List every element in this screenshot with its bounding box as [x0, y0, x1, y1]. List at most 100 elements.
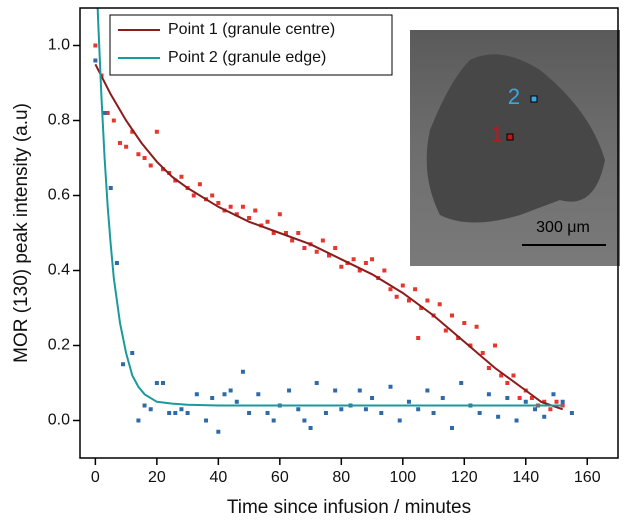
point [314, 249, 319, 254]
point [425, 298, 430, 303]
point [413, 287, 418, 292]
point [333, 388, 338, 393]
point [517, 396, 522, 400]
point [443, 328, 448, 333]
point [505, 381, 510, 385]
point [271, 418, 276, 423]
point [486, 366, 491, 370]
point [197, 182, 202, 187]
point [320, 238, 325, 243]
point [514, 418, 519, 423]
point [228, 204, 233, 209]
x-tick-label: 140 [512, 469, 539, 486]
y-tick-label: 1.0 [48, 37, 70, 54]
point [551, 392, 556, 397]
point [240, 369, 245, 374]
point [486, 392, 491, 397]
scale-bar-label: 300 μm [536, 219, 590, 236]
point [240, 204, 245, 209]
point [511, 373, 516, 378]
point [416, 407, 421, 412]
x-tick-label: 60 [271, 469, 289, 486]
point [283, 231, 288, 235]
point [302, 418, 307, 423]
legend-box [109, 14, 393, 76]
point [419, 306, 424, 310]
point [191, 193, 196, 198]
x-tick-label: 120 [451, 469, 478, 486]
point [173, 178, 178, 183]
point [179, 174, 184, 179]
point [234, 212, 239, 217]
point [327, 253, 332, 258]
point [222, 392, 227, 397]
point [93, 43, 98, 48]
point [234, 399, 239, 404]
fit-line [94, 63, 564, 411]
point [179, 407, 184, 412]
point [185, 411, 190, 415]
point [379, 411, 384, 415]
point [339, 264, 344, 269]
point [216, 201, 221, 205]
x-tick-label: 160 [574, 469, 601, 486]
point [130, 129, 135, 134]
x-tick-label: 0 [91, 469, 100, 486]
point [256, 392, 261, 397]
point [194, 392, 199, 397]
legend-label: Point 2 (granule edge) [168, 49, 326, 66]
legend-label: Point 1 (granule centre) [168, 21, 335, 38]
point [323, 411, 328, 415]
point [468, 343, 473, 348]
point [523, 399, 528, 404]
point [161, 167, 166, 172]
point [228, 388, 233, 393]
x-axis-label: Time since infusion / minutes [227, 497, 471, 518]
point [499, 373, 504, 378]
point [108, 186, 113, 190]
y-tick-label: 0.0 [48, 412, 70, 429]
point [287, 388, 292, 393]
point [449, 426, 454, 430]
point [529, 396, 534, 400]
y-tick-label: 0.8 [48, 112, 70, 129]
point [247, 411, 252, 415]
point [456, 336, 461, 340]
point [431, 411, 436, 415]
point [351, 257, 356, 262]
point [105, 111, 110, 115]
point [542, 399, 547, 404]
point [548, 407, 553, 412]
point [363, 407, 368, 412]
x-tick-label: 40 [209, 469, 227, 486]
point [406, 399, 411, 404]
point [93, 58, 98, 63]
point [161, 381, 166, 385]
x-tick-label: 80 [332, 469, 350, 486]
point [124, 144, 129, 149]
point [388, 287, 393, 292]
point [296, 407, 301, 412]
y-tick-label: 0.6 [48, 187, 70, 204]
point [265, 411, 270, 415]
point [363, 261, 368, 265]
x-tick-label: 20 [148, 469, 166, 486]
point [560, 399, 565, 404]
point [204, 418, 209, 423]
point [357, 388, 362, 393]
point [111, 118, 116, 123]
point [554, 399, 559, 404]
point [480, 351, 485, 355]
point [314, 381, 319, 385]
axes-frame [79, 7, 619, 459]
point [333, 246, 338, 250]
point [121, 362, 126, 367]
point [425, 388, 430, 393]
point [173, 411, 178, 415]
point [302, 246, 307, 250]
point [416, 336, 421, 340]
point [542, 414, 547, 419]
point [296, 231, 301, 235]
inset-label: 2 [508, 84, 520, 109]
